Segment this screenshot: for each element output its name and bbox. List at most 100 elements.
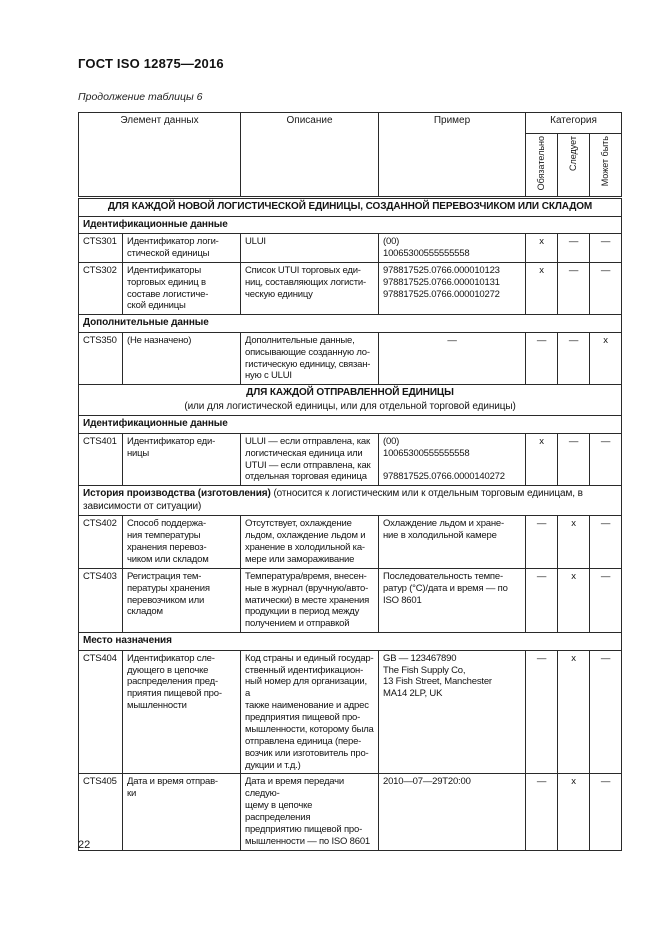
col-header-mandatory: Обязательно [525,133,559,198]
description-cell: Отсутствует, охлаждение льдом, охлаждени… [240,515,380,569]
section-row: ДЛЯ КАЖДОЙ НОВОЙ ЛОГИСТИЧЕСКОЙ ЕДИНИЦЫ, … [77,196,623,217]
description-cell: Дата и время передачи следую- щему в цеп… [240,773,380,851]
subsection-note: (относится к логистическим или к отдельн… [83,488,583,512]
element-name-cell: Способ поддержа- ния температуры хранени… [121,515,242,569]
category-should-cell: — [557,432,591,487]
category-may-cell: — [589,649,623,775]
section-title: ДЛЯ КАЖДОЙ НОВОЙ ЛОГИСТИЧЕСКОЙ ЕДИНИЦЫ, … [107,201,593,212]
category-should-cell: x [557,567,591,634]
subsection-cell: Место назначения [77,632,623,651]
code-cell: CTS402 [78,515,123,569]
element-name-cell: Регистрация тем- пературы хранения перев… [121,567,242,634]
category-mandatory-cell: x [525,432,559,487]
description-cell: Код страны и единый государ- ственный ид… [240,649,380,775]
section-title: ДЛЯ КАЖДОЙ ОТПРАВЛЕННОЙ ЕДИНИЦЫ [246,387,454,399]
subsection-cell: История производства (изготовления) (отн… [77,485,623,517]
page-number: 22 [78,839,91,851]
subsection-row: Дополнительные данные [77,314,623,333]
description-cell: Дополнительные данные, описывающие созда… [240,331,380,386]
category-may-cell: — [589,432,623,487]
category-may-cell: — [589,567,623,634]
subsection-title: Идентификационные данные [83,418,228,430]
subsection-cell: Дополнительные данные [77,314,623,333]
col-header-should: Следует [557,133,591,198]
element-name-cell: Идентификатор еди- ницы [121,432,242,487]
table-caption: Продолжение таблицы 6 [78,91,203,103]
col-header-category: Категория [525,112,623,134]
category-should-cell: — [557,261,591,316]
table-row-CTS301: CTS301 Идентификатор логи- стической един… [78,233,623,263]
section-cell: ДЛЯ КАЖДОЙ НОВОЙ ЛОГИСТИЧЕСКОЙ ЕДИНИЦЫ, … [77,196,623,217]
example-cell: 978817525.0766.000010123 978817525.0766.… [378,261,527,316]
table-row-CTS401: CTS401 Идентификатор еди- ницы ULUI — если… [78,432,623,487]
table-body: ДЛЯ КАЖДОЙ НОВОЙ ЛОГИСТИЧЕСКОЙ ЕДИНИЦЫ, … [77,196,623,851]
code-cell: CTS350 [78,331,123,386]
header-row-top: Элемент данных Описание Пример Категория [77,112,623,198]
category-mandatory-cell: x [525,261,559,316]
example-cell: (00) 10065300555555558 978817525.0766.00… [378,432,527,487]
example-cell: (00) 10065300555555558 [378,233,527,263]
category-may-cell: x [589,331,623,386]
page-content: ГОСТ ISO 12875—2016 Продолжение таблицы … [77,56,626,851]
table-row-CTS350: CTS350 (Не назначено) Дополнительные данны… [78,331,623,386]
section-cell: ДЛЯ КАЖДОЙ ОТПРАВЛЕННОЙ ЕДИНИЦЫ (или для … [77,384,623,417]
section-subtitle: (или для логистической единицы, или для … [184,400,516,412]
category-mandatory-cell: — [525,567,559,634]
category-should-cell: — [557,331,591,386]
category-may-cell: — [589,233,623,263]
category-mandatory-cell: — [525,649,559,775]
category-may-cell: — [589,773,623,851]
description-cell: ULUI — если отправлена, как логистическа… [240,432,380,487]
subsection-row: Место назначения [77,632,623,651]
doc-title: ГОСТ ISO 12875—2016 [78,56,224,71]
category-may-cell: — [589,261,623,316]
subsection-row: Идентификационные данные [77,215,623,234]
category-mandatory-cell: — [525,515,559,569]
example-cell: 2010—07—29T20:00 [378,773,527,851]
description-cell: Список UTUI торговых еди- ниц, составляю… [240,261,380,316]
element-name-cell: (Не назначено) [121,331,242,386]
example-cell: Последовательность темпе- ратур (°С)/дат… [378,567,527,634]
category-should-cell: x [557,515,591,569]
col-header-description: Описание [240,112,380,198]
example-cell: — [378,331,527,386]
col-header-element: Элемент данных [77,112,242,198]
col-header-may: Может быть [589,133,623,198]
element-name-cell: Идентификаторы торговых единиц в составе… [121,261,242,316]
category-may-cell: — [589,515,623,569]
table-row-CTS404: CTS404 Идентификатор сле- дующего в цепоч… [78,649,623,775]
code-cell: CTS404 [78,649,123,775]
description-cell: ULUI [240,233,380,263]
col-header-mandatory-label: Обязательно [536,136,547,191]
table-row-CTS403: CTS403 Регистрация тем- пературы хранения… [78,567,623,634]
category-should-cell: — [557,233,591,263]
category-mandatory-cell: x [525,233,559,263]
col-header-should-label: Следует [568,136,579,172]
code-cell: CTS403 [78,567,123,634]
section-row: ДЛЯ КАЖДОЙ ОТПРАВЛЕННОЙ ЕДИНИЦЫ (или для … [77,384,623,417]
element-name-cell: Идентификатор сле- дующего в цепочке рас… [121,649,242,775]
subsection-cell: Идентификационные данные [77,415,623,434]
category-should-cell: x [557,773,591,851]
category-mandatory-cell: — [525,331,559,386]
subsection-cell: Идентификационные данные [77,215,623,234]
element-name-cell: Дата и время отправ- ки [121,773,242,851]
code-cell: CTS302 [78,261,123,316]
example-cell: Охлаждение льдом и хране- ние в холодиль… [378,515,527,569]
data-elements-table: Элемент данных Описание Пример Категория… [77,112,623,851]
subsection-row: История производства (изготовления) (отн… [77,485,623,517]
subsection-row: Идентификационные данные [77,415,623,434]
col-header-example: Пример [378,112,527,198]
col-header-may-label: Может быть [600,136,611,187]
element-name-cell: Идентификатор логи- стической единицы [121,233,242,263]
subsection-title: Идентификационные данные [83,218,228,230]
example-cell: GB — 123467890 The Fish Supply Co, 13 Fi… [378,649,527,775]
code-cell: CTS405 [78,773,123,851]
table-row-CTS402: CTS402 Способ поддержа- ния температуры х… [78,515,623,569]
table-row-CTS405: CTS405 Дата и время отправ- ки Дата и врем… [78,773,623,851]
subsection-title: Место назначения [83,635,172,647]
category-mandatory-cell: — [525,773,559,851]
description-cell: Температура/время, внесен- ные в журнал … [240,567,380,634]
subsection-title: История производства (изготовления) [83,488,271,500]
